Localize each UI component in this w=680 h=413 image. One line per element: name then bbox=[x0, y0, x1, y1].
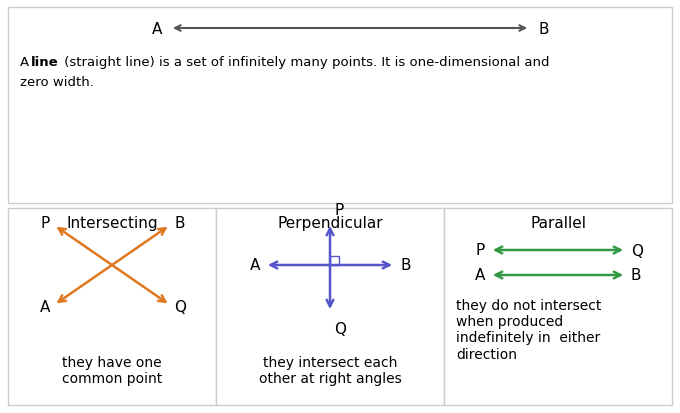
Text: B: B bbox=[631, 268, 641, 283]
Text: A: A bbox=[250, 258, 260, 273]
Text: A: A bbox=[152, 21, 162, 36]
Bar bbox=[330, 256, 339, 266]
Text: P: P bbox=[476, 243, 485, 258]
Text: A: A bbox=[475, 268, 485, 283]
Text: they have one
common point: they have one common point bbox=[62, 355, 162, 385]
Text: Perpendicular: Perpendicular bbox=[277, 216, 383, 230]
Text: Q: Q bbox=[174, 300, 186, 315]
Text: A: A bbox=[39, 300, 50, 315]
Text: B: B bbox=[400, 258, 411, 273]
Text: B: B bbox=[538, 21, 549, 36]
Text: A: A bbox=[20, 56, 33, 69]
Text: P: P bbox=[41, 216, 50, 231]
Text: (straight line) is a set of infinitely many points. It is one-dimensional and: (straight line) is a set of infinitely m… bbox=[60, 56, 549, 69]
Bar bbox=[8, 8, 672, 204]
Text: line: line bbox=[31, 56, 58, 69]
Text: zero width.: zero width. bbox=[20, 76, 94, 89]
Bar bbox=[444, 209, 672, 405]
Text: P: P bbox=[334, 202, 343, 218]
Text: they do not intersect
when produced
indefinitely in  either
direction: they do not intersect when produced inde… bbox=[456, 298, 601, 361]
Text: Q: Q bbox=[334, 321, 346, 336]
Text: Parallel: Parallel bbox=[530, 216, 586, 230]
Bar bbox=[216, 209, 444, 405]
Text: Q: Q bbox=[631, 243, 643, 258]
Text: they intersect each
other at right angles: they intersect each other at right angle… bbox=[258, 355, 401, 385]
Text: B: B bbox=[174, 216, 184, 231]
Text: Intersecting: Intersecting bbox=[66, 216, 158, 230]
Bar bbox=[8, 209, 216, 405]
